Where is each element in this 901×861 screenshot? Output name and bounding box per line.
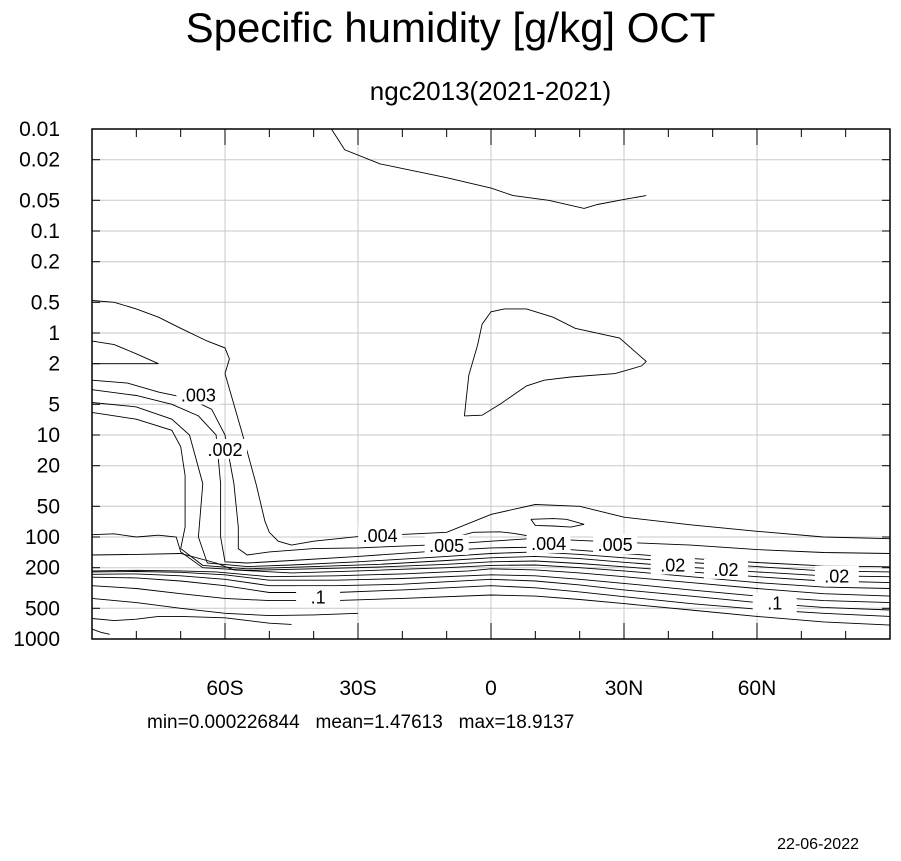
contour-label: .004 (363, 526, 398, 546)
contour-line-lower-6 (91, 585, 891, 626)
y-tick-label: 10 (37, 424, 60, 447)
contour-label-bg (358, 525, 403, 546)
y-tick-label: 0.5 (31, 291, 60, 314)
x-tick-label: 30N (605, 677, 644, 700)
y-tick-label: 20 (37, 455, 60, 478)
y-tick-labels: 0.01 0.02 0.05 0.1 0.2 0.5 1 2 5 10 20 50 100 200 500 1… (13, 118, 60, 651)
y-tick-label: 1000 (13, 628, 60, 651)
contour-line-lower-8 (91, 615, 292, 625)
contour-label: .005 (429, 536, 464, 556)
contour-label-bg (526, 532, 571, 553)
contour-label: .004 (531, 534, 566, 554)
contour-line-lower-5 (91, 576, 891, 617)
stats-text: min=0.000226844 mean=1.47613 max=18.9137 (147, 712, 575, 733)
grid-lines (92, 128, 890, 640)
contour-line-surface-1 (91, 628, 110, 635)
y-tick-label: 0.02 (19, 149, 60, 172)
y-tick-label: 0.01 (19, 118, 60, 141)
contour-line-tropical-low (455, 531, 536, 538)
contour-label: .02 (713, 560, 738, 580)
contour-label-bg (203, 438, 247, 459)
x-tick-label: 0 (485, 677, 497, 700)
contour-label-bg (814, 565, 859, 586)
contour-labels: .003 .002 .004 .005 .004 .005 .02 .02 .02 .1 .1 (176, 384, 859, 614)
contour-label: .02 (660, 555, 685, 575)
y-tick-label: 500 (25, 597, 60, 620)
contour-line-polar-1 (91, 300, 891, 546)
contour-label-bg (176, 384, 221, 405)
x-tick-labels: 60S 30S 0 30N 60N (206, 677, 776, 700)
contour-line-lower-2 (91, 568, 891, 597)
contour-label-bg (752, 592, 797, 613)
y-tick-label: 0.05 (19, 189, 60, 212)
contour-line-tropical-island (463, 308, 647, 417)
x-tick-label: 60S (206, 677, 243, 700)
y-tick-label: 0.2 (31, 251, 60, 274)
contour-label-bg (296, 586, 341, 607)
contour-label: .1 (767, 594, 782, 614)
contour-label: .003 (181, 386, 216, 406)
contour-line-top-right (331, 128, 647, 209)
contour-label-bg (650, 554, 695, 575)
date-stamp: 22-06-2022 (777, 836, 859, 853)
y-tick-label: 2 (48, 353, 60, 376)
contour-label: .1 (311, 587, 326, 607)
contour-lines (91, 128, 891, 635)
contour-label: .005 (598, 535, 633, 555)
contour-label: .002 (207, 440, 242, 460)
contour-line-tropical-small (530, 518, 585, 528)
y-tick-label: 0.1 (31, 220, 60, 243)
contour-label-bg (424, 534, 469, 555)
contour-line-lower-4 (91, 573, 891, 611)
y-tick-label: 200 (25, 557, 60, 580)
contour-label-bg (593, 534, 638, 555)
contour-line-lower-7 (91, 597, 359, 617)
axis-ticks (92, 128, 890, 640)
x-tick-label: 60N (738, 677, 777, 700)
y-tick-label: 50 (37, 495, 60, 518)
y-tick-label: 100 (25, 526, 60, 549)
contour-label: .02 (824, 567, 849, 587)
contour-line-lower-1 (91, 553, 891, 589)
chart-subtitle: ngc2013(2021-2021) (369, 76, 612, 106)
y-tick-label: 5 (48, 393, 60, 416)
contour-line-lower-3 (91, 571, 891, 604)
contour-line-polar-2 (91, 340, 159, 365)
x-tick-label: 30S (339, 677, 376, 700)
y-tick-label: 1 (48, 322, 60, 345)
chart-title: Specific humidity [g/kg] OCT (185, 4, 716, 51)
contour-label-bg (703, 558, 748, 579)
